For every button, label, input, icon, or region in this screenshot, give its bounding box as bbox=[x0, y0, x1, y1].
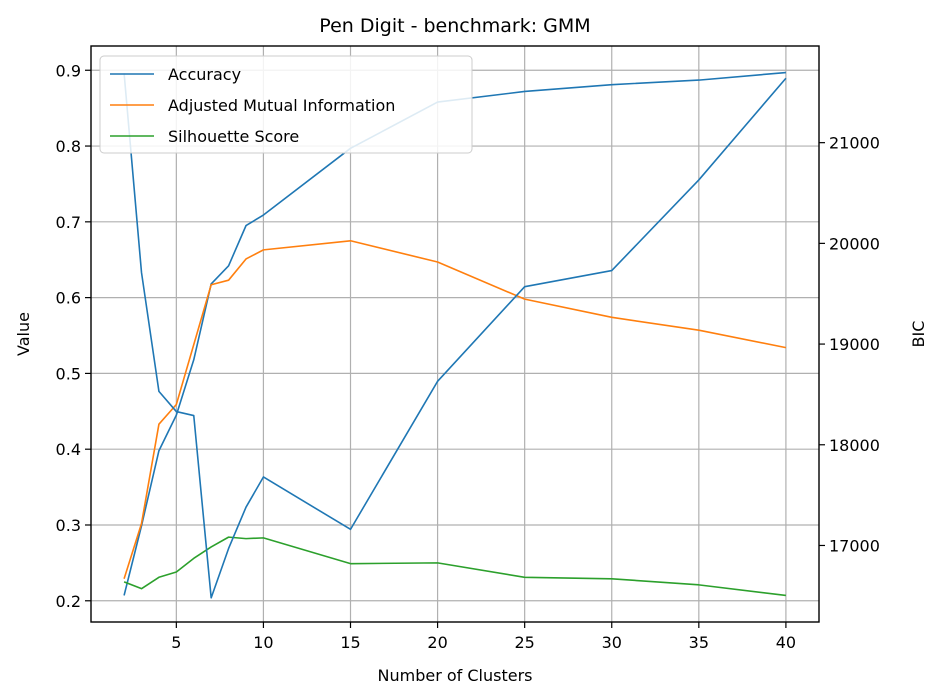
legend: Accuracy Adjusted Mutual Information Silho… bbox=[99, 55, 473, 154]
legend-label: Adjusted Mutual Information bbox=[168, 96, 395, 115]
x-tick-label: 25 bbox=[514, 633, 534, 652]
series-line-accuracy bbox=[123, 71, 786, 596]
y-tick-label: 0.8 bbox=[56, 137, 81, 156]
y-tick-label: 0.7 bbox=[56, 213, 81, 232]
y2-tick-label: 20000 bbox=[829, 234, 880, 253]
legend-box bbox=[99, 55, 473, 154]
y2-tick-label: 18000 bbox=[829, 436, 880, 455]
x-tick-label: 10 bbox=[253, 633, 273, 652]
y-tick-label: 0.4 bbox=[56, 440, 81, 459]
series-line-bic bbox=[123, 73, 787, 599]
y2-axis-title: BIC bbox=[909, 321, 928, 348]
grid bbox=[91, 46, 819, 622]
series-lines bbox=[123, 71, 787, 599]
x-tick-label: 15 bbox=[340, 633, 360, 652]
y2-tick-label: 17000 bbox=[829, 536, 880, 555]
x-tick-label: 5 bbox=[171, 633, 181, 652]
y-tick-label: 0.3 bbox=[56, 516, 81, 535]
y-tick-label: 0.9 bbox=[56, 61, 81, 80]
legend-label: Accuracy bbox=[168, 65, 241, 84]
x-axis-title: Number of Clusters bbox=[378, 666, 533, 685]
y2-tick-label: 19000 bbox=[829, 335, 880, 354]
x-tick-label: 35 bbox=[689, 633, 709, 652]
legend-label: Silhouette Score bbox=[168, 127, 299, 146]
series-line-silhouette-score bbox=[123, 536, 787, 597]
x-tick-label: 40 bbox=[776, 633, 796, 652]
y-tick-label: 0.6 bbox=[56, 289, 81, 308]
chart-title: Pen Digit - benchmark: GMM bbox=[319, 15, 590, 37]
axis-ticks: 5 10 15 20 25 30 35 40 0.2 0.3 0.4 0.5 0.6 0.7 0.8 0.9 1… bbox=[56, 61, 880, 652]
series-line-adjusted-mutual-information bbox=[123, 239, 787, 580]
y2-tick-label: 21000 bbox=[829, 134, 880, 153]
x-tick-label: 20 bbox=[427, 633, 447, 652]
y-axis-title: Value bbox=[14, 312, 33, 356]
y-tick-label: 0.2 bbox=[56, 592, 81, 611]
y-tick-label: 0.5 bbox=[56, 364, 81, 383]
plot-frame bbox=[90, 45, 820, 623]
x-tick-label: 30 bbox=[602, 633, 622, 652]
